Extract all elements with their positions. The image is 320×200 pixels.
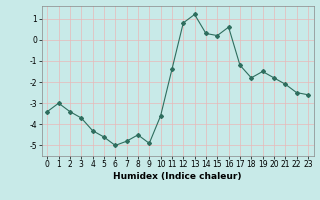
X-axis label: Humidex (Indice chaleur): Humidex (Indice chaleur) (113, 172, 242, 181)
